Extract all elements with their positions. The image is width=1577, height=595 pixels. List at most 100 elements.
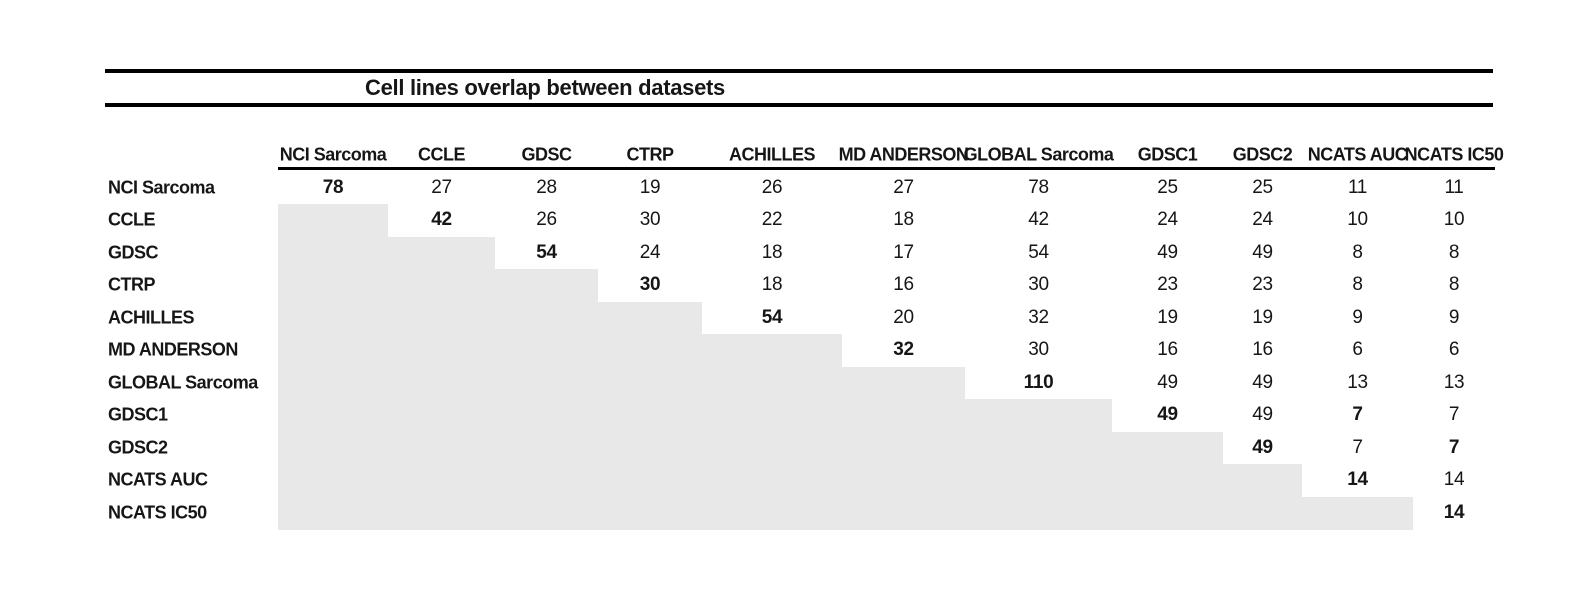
column-header: MD ANDERSON bbox=[838, 144, 969, 165]
matrix-cell: 16 bbox=[893, 274, 914, 296]
matrix-cell: 8 bbox=[1448, 274, 1460, 296]
matrix-cell: 32 bbox=[893, 339, 914, 361]
title-bottom-rule bbox=[105, 103, 1493, 107]
shaded-lower-triangle-step bbox=[278, 334, 842, 367]
matrix-cell: 19 bbox=[1157, 306, 1178, 328]
matrix-cell: 7 bbox=[1448, 404, 1460, 426]
shaded-lower-triangle-step bbox=[278, 366, 965, 400]
matrix-cell: 27 bbox=[431, 176, 452, 198]
shaded-lower-triangle-step bbox=[278, 399, 1112, 432]
matrix-cell: 9 bbox=[1448, 306, 1460, 328]
column-header: NCATS AUC bbox=[1307, 144, 1408, 165]
shaded-lower-triangle-step bbox=[278, 496, 1413, 530]
matrix-cell: 23 bbox=[1157, 274, 1178, 296]
matrix-cell: 110 bbox=[1023, 371, 1054, 393]
column-header: GDSC2 bbox=[1232, 144, 1293, 165]
matrix-cell: 49 bbox=[1252, 241, 1273, 263]
matrix-cell: 24 bbox=[1252, 209, 1273, 231]
row-label: NCI Sarcoma bbox=[108, 177, 215, 198]
matrix-cell: 18 bbox=[761, 241, 783, 263]
matrix-cell: 28 bbox=[536, 176, 557, 198]
matrix-cell: 49 bbox=[1252, 371, 1273, 393]
matrix-cell: 13 bbox=[1347, 371, 1368, 393]
matrix-cell: 18 bbox=[893, 209, 914, 231]
matrix-cell: 7 bbox=[1352, 436, 1363, 458]
matrix-cell: 32 bbox=[1028, 306, 1049, 328]
matrix-cell: 10 bbox=[1347, 209, 1368, 231]
matrix-cell: 49 bbox=[1157, 371, 1178, 393]
matrix-cell: 30 bbox=[639, 274, 661, 296]
matrix-cell: 6 bbox=[1352, 339, 1363, 361]
shaded-lower-triangle-step bbox=[278, 204, 388, 237]
matrix-cell: 54 bbox=[1028, 241, 1049, 263]
matrix-cell: 11 bbox=[1444, 176, 1464, 198]
row-label: GDSC1 bbox=[108, 404, 168, 425]
matrix-cell: 6 bbox=[1448, 339, 1460, 361]
row-label: CCLE bbox=[108, 209, 156, 230]
matrix-cell: 78 bbox=[1028, 176, 1049, 198]
matrix-cell: 7 bbox=[1448, 436, 1460, 458]
matrix-cell: 8 bbox=[1352, 241, 1363, 263]
matrix-cell: 49 bbox=[1252, 436, 1273, 458]
top-rule bbox=[105, 69, 1493, 73]
matrix-cell: 19 bbox=[639, 176, 661, 198]
matrix-cell: 14 bbox=[1443, 501, 1465, 523]
row-label: NCATS AUC bbox=[108, 469, 208, 490]
column-header: GDSC1 bbox=[1137, 144, 1198, 165]
matrix-cell: 24 bbox=[1157, 209, 1178, 231]
row-label: NCATS IC50 bbox=[108, 502, 207, 523]
matrix-cell: 13 bbox=[1443, 371, 1465, 393]
matrix-cell: 20 bbox=[893, 306, 914, 328]
column-header: CCLE bbox=[418, 144, 466, 165]
matrix-cell: 49 bbox=[1252, 404, 1273, 426]
column-header: NCATS IC50 bbox=[1404, 144, 1504, 165]
matrix-cell: 78 bbox=[322, 176, 344, 198]
matrix-cell: 26 bbox=[536, 209, 557, 231]
shaded-lower-triangle-step bbox=[278, 431, 1223, 465]
matrix-cell: 16 bbox=[1252, 339, 1273, 361]
row-label: MD ANDERSON bbox=[108, 339, 238, 360]
matrix-cell: 27 bbox=[893, 176, 914, 198]
matrix-cell: 22 bbox=[761, 209, 783, 231]
matrix-cell: 24 bbox=[639, 241, 661, 263]
matrix-cell: 19 bbox=[1252, 306, 1273, 328]
shaded-lower-triangle-step bbox=[278, 269, 598, 302]
matrix-cell: 17 bbox=[893, 241, 914, 263]
column-header: GLOBAL Sarcoma bbox=[963, 144, 1114, 165]
matrix-cell: 26 bbox=[761, 176, 783, 198]
matrix-cell: 11 bbox=[1347, 176, 1368, 198]
matrix-cell: 30 bbox=[1028, 339, 1049, 361]
matrix-cell: 23 bbox=[1252, 274, 1273, 296]
matrix-cell: 10 bbox=[1443, 209, 1465, 231]
shaded-lower-triangle-step bbox=[278, 236, 495, 270]
matrix-cell: 7 bbox=[1352, 404, 1363, 426]
matrix-cell: 8 bbox=[1352, 274, 1363, 296]
row-label: GLOBAL Sarcoma bbox=[108, 372, 258, 393]
matrix-cell: 30 bbox=[1028, 274, 1049, 296]
row-label: CTRP bbox=[108, 274, 156, 295]
matrix-cell: 54 bbox=[536, 241, 557, 263]
matrix-cell: 25 bbox=[1157, 176, 1178, 198]
matrix-cell: 8 bbox=[1448, 241, 1460, 263]
column-header: CTRP bbox=[626, 144, 675, 165]
shaded-lower-triangle-step bbox=[278, 464, 1302, 497]
matrix-cell: 16 bbox=[1157, 339, 1178, 361]
row-label: GDSC bbox=[108, 242, 159, 263]
matrix-cell: 54 bbox=[761, 306, 783, 328]
row-label: ACHILLES bbox=[108, 307, 195, 328]
matrix-cell: 49 bbox=[1157, 241, 1178, 263]
column-header: GDSC bbox=[521, 144, 572, 165]
row-label: GDSC2 bbox=[108, 437, 168, 458]
matrix-cell: 9 bbox=[1352, 306, 1363, 328]
column-header: ACHILLES bbox=[729, 144, 816, 165]
matrix-cell: 18 bbox=[761, 274, 783, 296]
table-title: Cell lines overlap between datasets bbox=[365, 75, 725, 100]
matrix-cell: 30 bbox=[639, 209, 661, 231]
column-header: NCI Sarcoma bbox=[279, 144, 387, 165]
matrix-cell: 25 bbox=[1252, 176, 1273, 198]
shaded-lower-triangle-step bbox=[278, 301, 702, 335]
header-underline-rule bbox=[278, 167, 1495, 170]
matrix-cell: 14 bbox=[1443, 469, 1465, 491]
matrix-cell: 49 bbox=[1157, 404, 1178, 426]
